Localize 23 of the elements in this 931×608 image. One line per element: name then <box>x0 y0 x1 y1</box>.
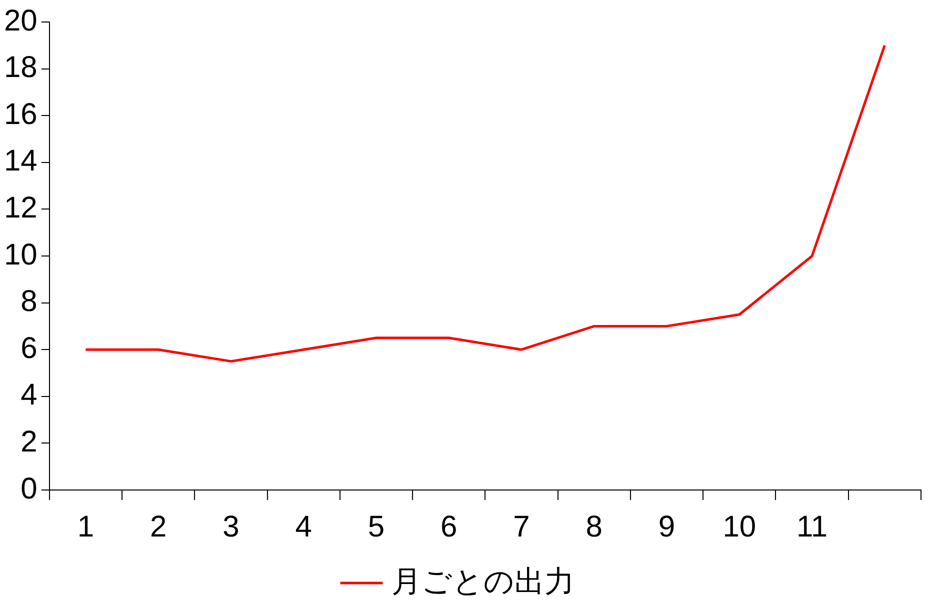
x-tick-label: 4 <box>295 510 312 544</box>
x-tick-label: 1 <box>77 510 94 544</box>
y-tick-label: 6 <box>20 332 38 365</box>
x-tick-label: 8 <box>586 510 602 544</box>
x-tick-label: 5 <box>368 510 385 544</box>
y-tick-label: 14 <box>4 144 38 178</box>
y-tick-label: 2 <box>20 425 38 458</box>
x-tick-label: 10 <box>722 510 756 544</box>
y-tick-label: 4 <box>20 378 38 412</box>
y-tick-label: 0 <box>20 472 38 506</box>
x-tick-label: 2 <box>150 510 167 544</box>
y-tick-label: 8 <box>20 285 38 318</box>
x-tick-label: 6 <box>440 510 458 544</box>
y-tick-label: 16 <box>4 98 38 131</box>
legend-label: 月ごとの出力 <box>392 565 574 598</box>
x-tick-label: 9 <box>658 510 676 544</box>
y-tick-label: 20 <box>4 4 38 38</box>
y-tick-label: 12 <box>4 191 38 224</box>
x-tick-label: 11 <box>796 510 828 544</box>
x-tick-label: 7 <box>513 510 530 544</box>
x-tick-label: 3 <box>222 510 240 544</box>
y-tick-label: 18 <box>4 51 38 84</box>
y-tick-label: 10 <box>4 238 38 272</box>
